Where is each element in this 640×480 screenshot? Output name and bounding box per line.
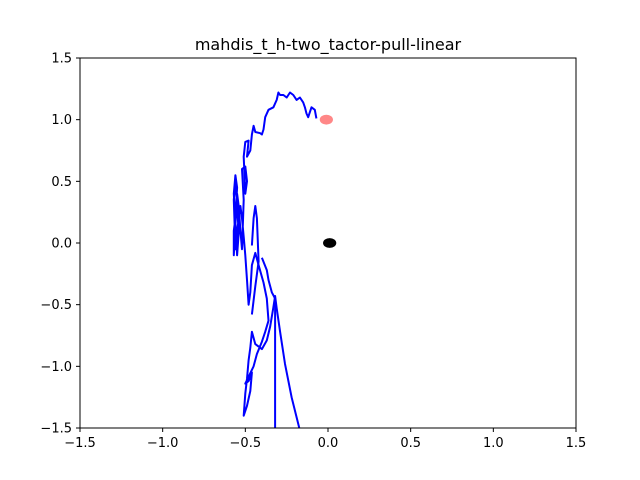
trajectory-line-2 — [260, 257, 277, 428]
plot-area — [232, 91, 337, 428]
x-tick-label: −0.5 — [230, 436, 262, 451]
x-tick-label: −1.5 — [64, 436, 96, 451]
trajectory-line-3 — [250, 205, 260, 315]
x-tick-label: 0.0 — [318, 436, 339, 451]
y-tick-label: −1.0 — [40, 360, 72, 375]
y-tick-label: 1.5 — [51, 52, 72, 67]
target-marker — [319, 114, 333, 125]
x-tick-label: 1.5 — [566, 436, 587, 451]
x-tick-label: 0.5 — [400, 436, 421, 451]
y-tick-label: −0.5 — [40, 298, 72, 313]
y-tick-label: 1.0 — [51, 113, 72, 128]
origin-marker — [323, 238, 337, 248]
x-tick-label: 1.0 — [483, 436, 504, 451]
x-axis: −1.5 −1.0 −0.5 0.0 0.5 1.0 1.5 — [64, 428, 586, 451]
x-tick-label: −1.0 — [147, 436, 179, 451]
y-tick-label: 0.5 — [51, 175, 72, 190]
y-axis: −1.5 −1.0 −0.5 0.0 0.5 1.0 1.5 — [40, 52, 80, 437]
y-tick-label: 0.0 — [51, 237, 72, 252]
y-tick-label: −1.5 — [40, 422, 72, 437]
trajectory-line-1 — [232, 91, 318, 428]
chart-title: mahdis_t_h-two_tactor-pull-linear — [195, 35, 462, 55]
